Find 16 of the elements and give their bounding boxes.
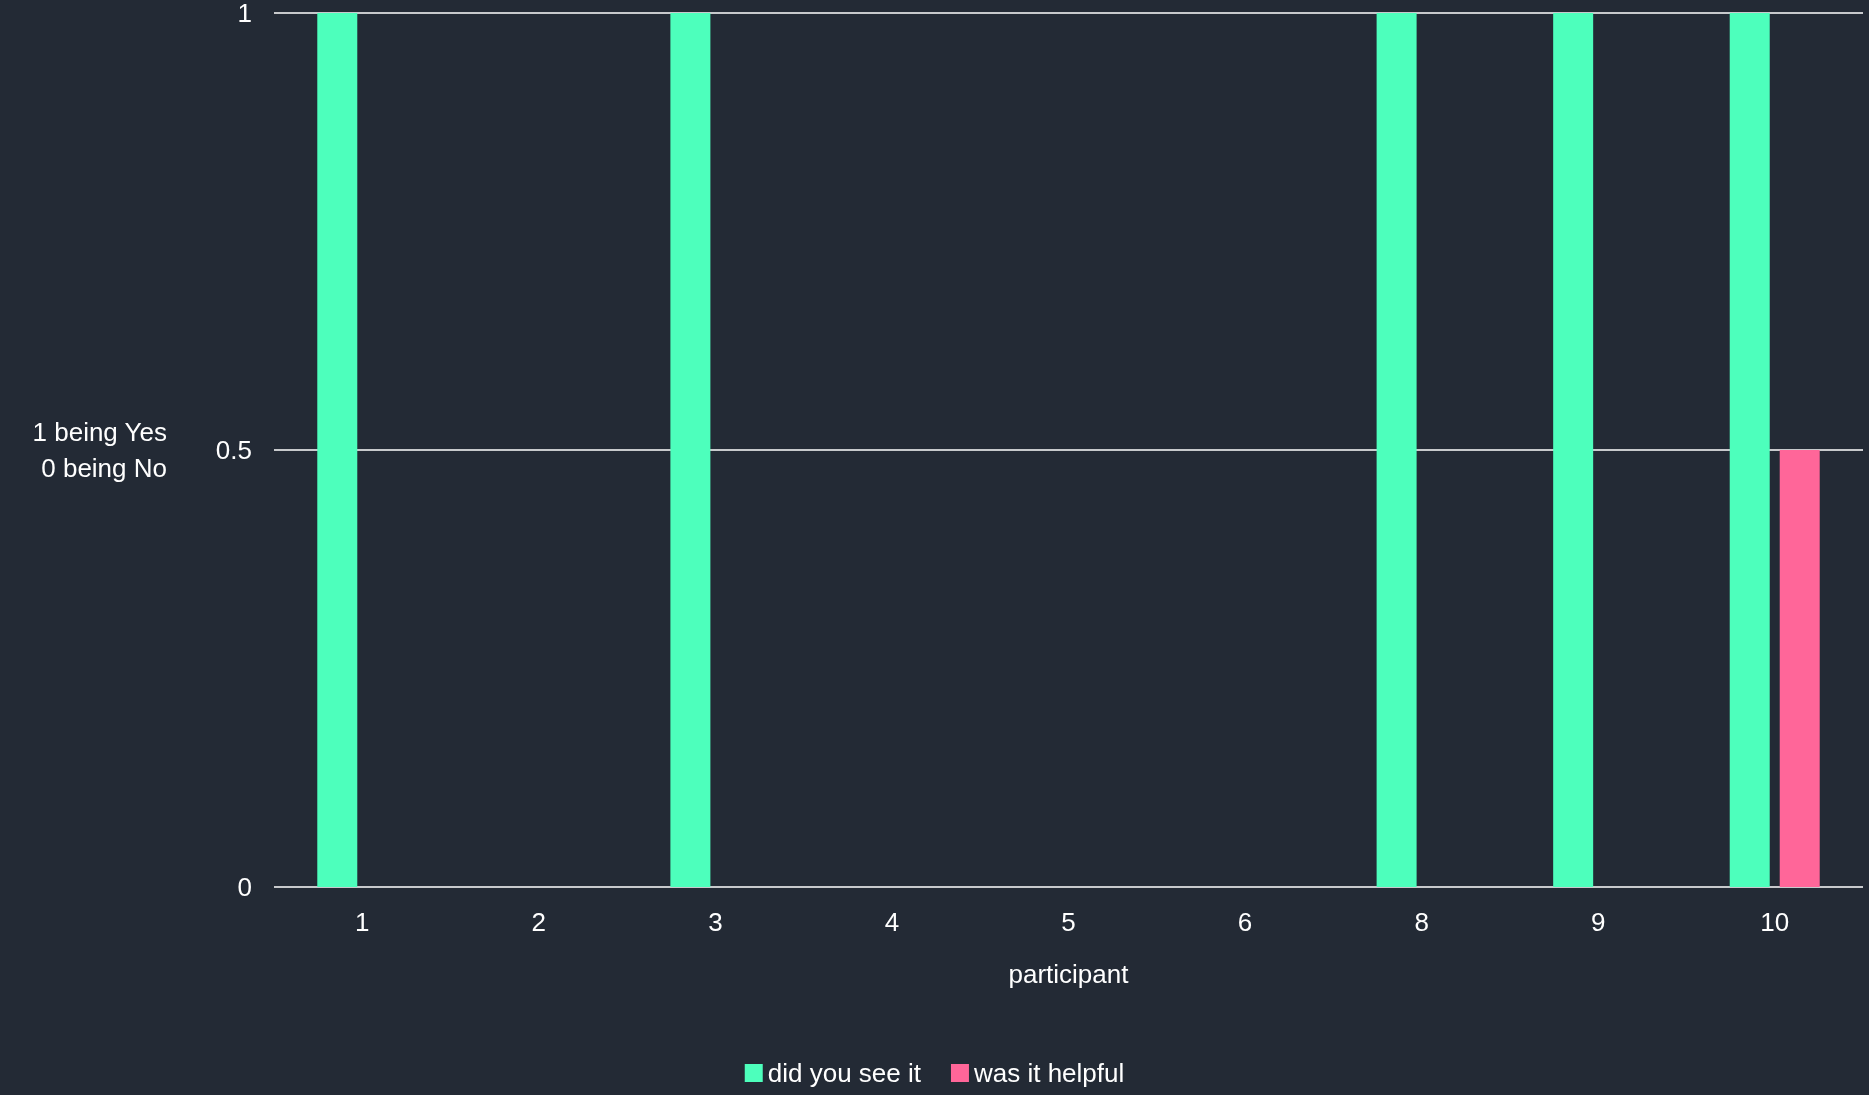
legend-label: did you see it xyxy=(767,1058,922,1088)
x-tick-label: 10 xyxy=(1760,907,1790,937)
x-tick-label: 4 xyxy=(884,907,900,937)
legend-label: was it helpful xyxy=(972,1058,1125,1088)
y-axis-title: 1 being Yes 0 being No xyxy=(32,417,167,483)
x-tick-label: 3 xyxy=(708,907,723,937)
x-tick-label: 9 xyxy=(1590,907,1606,937)
y-tick-label: 0 xyxy=(237,872,252,902)
x-tick-label: 8 xyxy=(1414,907,1429,937)
x-tick-label: 2 xyxy=(531,907,547,937)
y-tick-label: 1 xyxy=(237,0,252,28)
y-tick-label: 0.5 xyxy=(215,435,252,465)
x-tick-label: 5 xyxy=(1061,907,1076,937)
x-tick-label: 6 xyxy=(1237,907,1253,937)
x-tick-label: 1 xyxy=(355,907,370,937)
x-axis-title: participant xyxy=(1008,959,1130,989)
